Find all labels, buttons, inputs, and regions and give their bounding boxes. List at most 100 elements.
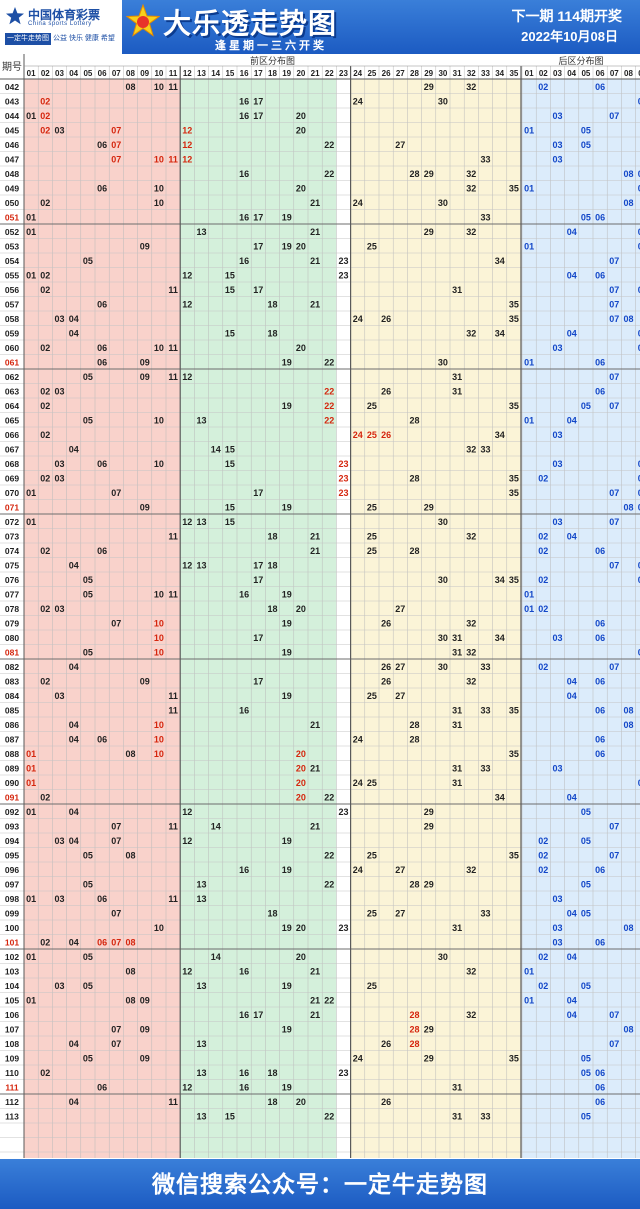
front-number: 19 — [282, 242, 292, 252]
front-number: 18 — [267, 1097, 277, 1107]
issue-number: 043 — [5, 97, 19, 107]
front-number: 19 — [282, 401, 292, 411]
front-number: 18 — [267, 1068, 277, 1078]
front-number: 25 — [367, 778, 377, 788]
front-col-header-21: 21 — [311, 69, 320, 78]
front-col-header-02: 02 — [41, 69, 50, 78]
front-number: 22 — [324, 880, 334, 890]
back-number: 03 — [552, 111, 562, 121]
front-number: 32 — [466, 227, 476, 237]
issue-number: 049 — [5, 184, 19, 194]
front-number: 28 — [409, 735, 419, 745]
issue-number: 085 — [5, 706, 19, 716]
back-number: 08 — [623, 198, 633, 208]
issue-number: 069 — [5, 474, 19, 484]
draw-schedule: 逢星期一三六开奖 — [215, 40, 327, 52]
back-number: 08 — [623, 503, 633, 513]
front-number: 32 — [466, 619, 476, 629]
front-number: 13 — [196, 561, 206, 571]
front-col-header-35: 35 — [509, 69, 518, 78]
front-number: 33 — [480, 213, 490, 223]
back-number: 05 — [581, 126, 591, 136]
back-number: 04 — [567, 416, 577, 426]
front-col-header-03: 03 — [55, 69, 64, 78]
front-number: 12 — [182, 517, 192, 527]
back-number: 07 — [609, 662, 619, 672]
front-number: 16 — [239, 590, 249, 600]
front-number: 23 — [338, 807, 348, 817]
front-number-repeat: 23 — [338, 474, 348, 484]
back-number: 02 — [538, 546, 548, 556]
header-banner: 中国体育彩票 China sports Lottery 一定牛走势图 公益 快乐 … — [0, 0, 640, 54]
front-number: 24 — [353, 314, 363, 324]
front-number: 22 — [324, 996, 334, 1006]
front-number: 31 — [452, 1083, 462, 1093]
issue-number: 062 — [5, 372, 19, 382]
front-number: 10 — [154, 184, 164, 194]
issue-number: 060 — [5, 343, 19, 353]
front-number: 01 — [26, 996, 36, 1006]
front-number: 13 — [196, 227, 206, 237]
issue-number: 075 — [5, 561, 19, 571]
front-number: 25 — [367, 909, 377, 919]
front-number-repeat: 28 — [409, 1010, 419, 1020]
front-number: 18 — [267, 909, 277, 919]
front-number: 35 — [509, 474, 519, 484]
front-number: 35 — [509, 706, 519, 716]
front-number: 04 — [69, 314, 79, 324]
front-number: 30 — [438, 662, 448, 672]
front-number-repeat: 20 — [296, 778, 306, 788]
front-number: 24 — [353, 1054, 363, 1064]
front-number: 03 — [54, 387, 64, 397]
back-number: 08 — [623, 169, 633, 179]
back-number: 06 — [595, 546, 605, 556]
back-number: 09 — [638, 503, 640, 513]
front-number: 11 — [168, 822, 178, 832]
front-number: 02 — [40, 271, 50, 281]
logo-chinese-name: 中国体育彩票 — [28, 8, 101, 22]
issue-number: 095 — [5, 851, 19, 861]
back-number: 06 — [595, 1068, 605, 1078]
issue-number: 106 — [5, 1010, 19, 1020]
issue-number: 068 — [5, 459, 19, 469]
front-number: 24 — [353, 735, 363, 745]
logo-brand-tag: 一定牛走势图 — [5, 33, 51, 45]
back-number: 09 — [638, 169, 640, 179]
front-number: 16 — [239, 1068, 249, 1078]
back-number: 03 — [552, 459, 562, 469]
front-number: 15 — [225, 329, 235, 339]
back-number: 08 — [623, 314, 633, 324]
back-number: 08 — [623, 1025, 633, 1035]
issue-number: 107 — [5, 1025, 19, 1035]
front-number: 06 — [97, 140, 107, 150]
front-number: 08 — [125, 851, 135, 861]
front-number: 13 — [196, 1112, 206, 1122]
back-number: 07 — [609, 851, 619, 861]
back-number: 09 — [638, 474, 640, 484]
front-number: 05 — [83, 575, 93, 585]
front-number: 20 — [296, 1097, 306, 1107]
back-number: 03 — [552, 764, 562, 774]
front-number: 32 — [466, 184, 476, 194]
back-number: 07 — [609, 256, 619, 266]
back-number: 05 — [581, 1054, 591, 1064]
front-number: 07 — [111, 488, 121, 498]
back-number: 02 — [538, 662, 548, 672]
issue-number: 042 — [5, 82, 19, 92]
front-number: 32 — [466, 445, 476, 455]
issue-number: 093 — [5, 822, 19, 832]
front-number: 31 — [452, 648, 462, 658]
front-number: 31 — [452, 285, 462, 295]
front-number: 25 — [367, 691, 377, 701]
front-number: 35 — [509, 184, 519, 194]
front-number: 16 — [239, 169, 249, 179]
back-col-header-01: 01 — [525, 69, 534, 78]
back-number: 05 — [581, 909, 591, 919]
front-number: 10 — [154, 416, 164, 426]
front-number: 05 — [83, 851, 93, 861]
front-number: 05 — [83, 372, 93, 382]
back-number: 06 — [595, 865, 605, 875]
front-number: 03 — [54, 691, 64, 701]
front-number: 26 — [381, 619, 391, 629]
front-number-repeat: 10 — [154, 720, 164, 730]
